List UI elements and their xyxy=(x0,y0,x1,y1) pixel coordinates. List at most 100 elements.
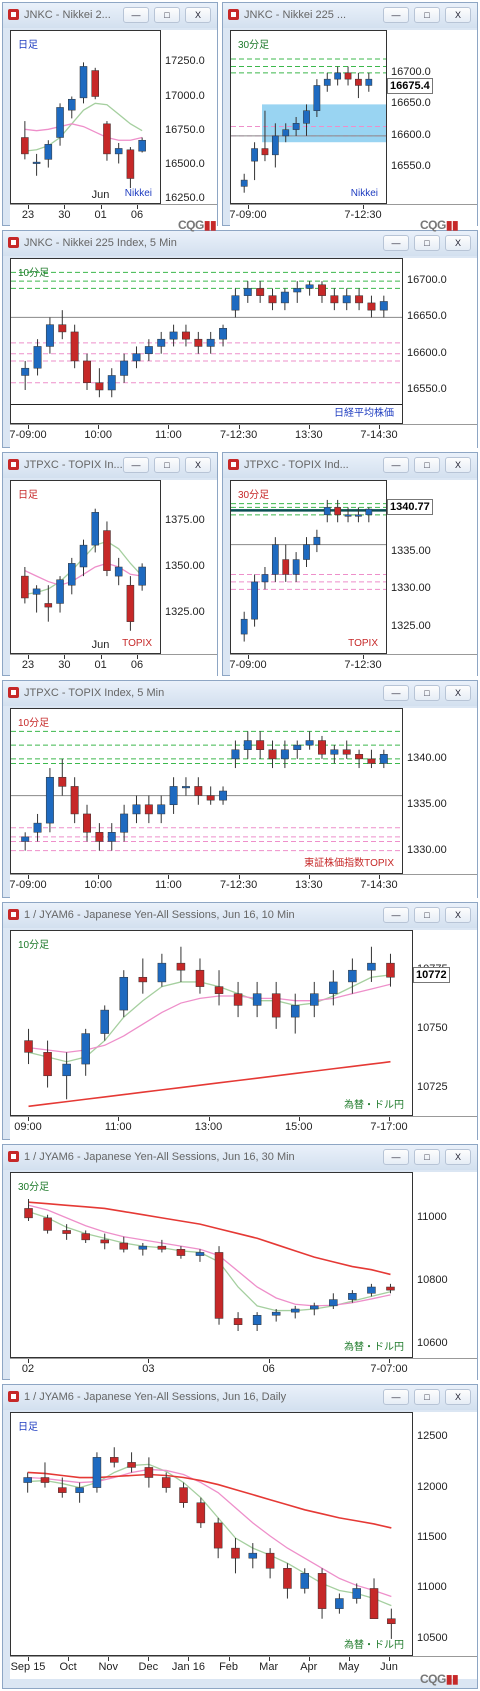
price-axis: 12500 12000 11500 11000 10500 xyxy=(413,1412,477,1656)
title-bar[interactable]: 1 / JYAM6 - Japanese Yen-All Sessions, J… xyxy=(3,903,477,928)
time-separator xyxy=(98,425,100,429)
time-separator xyxy=(268,1657,270,1661)
candle-body xyxy=(271,1311,281,1316)
candle-body xyxy=(68,563,76,586)
maximize-button[interactable]: □ xyxy=(414,1389,440,1405)
minimize-button[interactable]: — xyxy=(383,907,409,923)
close-button[interactable]: X xyxy=(445,1389,471,1405)
last-price-box: 10772 xyxy=(413,967,450,984)
title-bar[interactable]: JTPXC - TOPIX In... — □ X xyxy=(3,453,217,478)
close-button[interactable]: X xyxy=(445,907,471,923)
time-tick-label: 30 xyxy=(58,659,71,671)
time-tick-label: 7-12:30 xyxy=(344,209,382,221)
candle-body xyxy=(305,284,314,289)
candle-body xyxy=(367,962,376,971)
price-tick-label: 11000 xyxy=(417,1210,447,1223)
close-button[interactable]: X xyxy=(185,457,211,473)
time-tick-label: 7-12:30 xyxy=(219,879,258,891)
candle-body xyxy=(176,962,186,971)
maximize-button[interactable]: □ xyxy=(154,457,180,473)
time-tick-label: 03 xyxy=(142,1363,155,1375)
time-separator xyxy=(208,1117,210,1121)
candle-body xyxy=(330,749,339,755)
close-button[interactable]: X xyxy=(445,1149,471,1165)
close-button[interactable]: X xyxy=(185,7,211,23)
chart-canvas xyxy=(23,1447,396,1639)
price-plot[interactable]: 10分足 為替・ドル円 xyxy=(10,930,413,1116)
price-tick-label: 11000 xyxy=(417,1581,447,1594)
minimize-button[interactable]: — xyxy=(383,7,409,23)
price-plot[interactable]: 日足 TOPIX Jun xyxy=(10,480,161,654)
candle-body xyxy=(114,566,123,577)
time-separator xyxy=(100,655,102,659)
chart-canvas xyxy=(24,1199,395,1331)
time-tick-label: Oct xyxy=(59,1661,77,1673)
chart-canvas xyxy=(21,62,146,189)
moving-average-line xyxy=(28,1060,391,1108)
maximize-button[interactable]: □ xyxy=(414,235,440,251)
price-plot[interactable]: 日足 Nikkei Jun xyxy=(10,30,161,204)
time-separator xyxy=(28,1359,29,1363)
candle-body xyxy=(62,1230,71,1234)
price-tick-label: 16650.0 xyxy=(391,97,431,110)
minimize-button[interactable]: — xyxy=(383,457,409,473)
maximize-button[interactable]: □ xyxy=(414,685,440,701)
candle-body xyxy=(240,618,248,635)
maximize-button[interactable]: □ xyxy=(414,7,440,23)
title-bar[interactable]: JNKC - Nikkei 225 Index, 5 Min — □ X xyxy=(3,231,477,256)
time-separator xyxy=(28,205,29,209)
title-bar[interactable]: JTPXC - TOPIX Index, 5 Min — □ X xyxy=(3,681,477,706)
candle-body xyxy=(268,295,277,304)
close-button[interactable]: X xyxy=(445,7,471,23)
last-price-box: 1340.77 xyxy=(387,499,433,516)
candle-body xyxy=(329,1299,338,1307)
price-tick-label: 10600 xyxy=(417,1336,448,1349)
minimize-button[interactable]: — xyxy=(123,7,149,23)
time-separator xyxy=(64,205,66,209)
close-button[interactable]: X xyxy=(445,235,471,251)
close-button[interactable]: X xyxy=(445,457,471,473)
candle-body xyxy=(127,1462,136,1468)
time-tick-label: 13:00 xyxy=(194,1121,223,1133)
price-tick-label: 10750 xyxy=(417,1021,448,1034)
title-bar[interactable]: 1 / JYAM6 - Japanese Yen-All Sessions, J… xyxy=(3,1385,477,1410)
time-separator xyxy=(363,655,364,659)
minimize-button[interactable]: — xyxy=(383,1389,409,1405)
time-separator xyxy=(379,875,380,879)
candle-body xyxy=(179,1487,188,1503)
title-bar[interactable]: JNKC - Nikkei 225 ... — □ X xyxy=(223,3,477,28)
time-separator xyxy=(363,205,364,209)
maximize-button[interactable]: □ xyxy=(154,7,180,23)
close-button[interactable]: X xyxy=(445,685,471,701)
price-plot[interactable]: 30分足 TOPIX xyxy=(230,480,387,654)
minimize-button[interactable]: — xyxy=(383,685,409,701)
maximize-button[interactable]: □ xyxy=(414,907,440,923)
minimize-button[interactable]: — xyxy=(383,235,409,251)
candle-body xyxy=(181,331,190,340)
chart-window: JNKC - Nikkei 225 Index, 5 Min — □ X 10分… xyxy=(2,230,478,448)
maximize-button[interactable]: □ xyxy=(414,1149,440,1165)
price-plot[interactable]: 10分足 東証株価指数TOPIX xyxy=(10,708,403,874)
time-separator xyxy=(379,425,380,429)
candle-body xyxy=(265,1552,275,1569)
title-bar[interactable]: JNKC - Nikkei 2... — □ X xyxy=(3,3,217,28)
price-plot[interactable]: 30分足 為替・ドル円 xyxy=(10,1172,413,1358)
title-bar[interactable]: JTPXC - TOPIX Ind... — □ X xyxy=(223,453,477,478)
price-plot[interactable]: 10分足 日経平均株価 xyxy=(10,258,403,424)
minimize-button[interactable]: — xyxy=(123,457,149,473)
candle-body xyxy=(365,78,373,86)
price-tick-label: 16250.0 xyxy=(165,192,205,204)
time-tick-label: 30 xyxy=(58,209,71,221)
price-plot[interactable]: 日足 為替・ドル円 xyxy=(10,1412,413,1656)
candle-body xyxy=(144,346,153,354)
period-label: 10分足 xyxy=(18,940,50,951)
candle-body xyxy=(369,1588,379,1619)
candle-body xyxy=(107,375,116,391)
candle-body xyxy=(282,129,290,137)
candle-body xyxy=(219,328,228,340)
minimize-button[interactable]: — xyxy=(383,1149,409,1165)
price-plot[interactable]: 30分足 Nikkei xyxy=(230,30,387,204)
title-bar[interactable]: 1 / JYAM6 - Japanese Yen-All Sessions, J… xyxy=(3,1145,477,1170)
candle-body xyxy=(56,107,64,138)
maximize-button[interactable]: □ xyxy=(414,457,440,473)
